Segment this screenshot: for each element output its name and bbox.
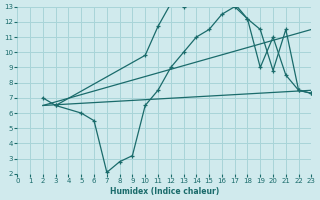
X-axis label: Humidex (Indice chaleur): Humidex (Indice chaleur) xyxy=(110,187,219,196)
